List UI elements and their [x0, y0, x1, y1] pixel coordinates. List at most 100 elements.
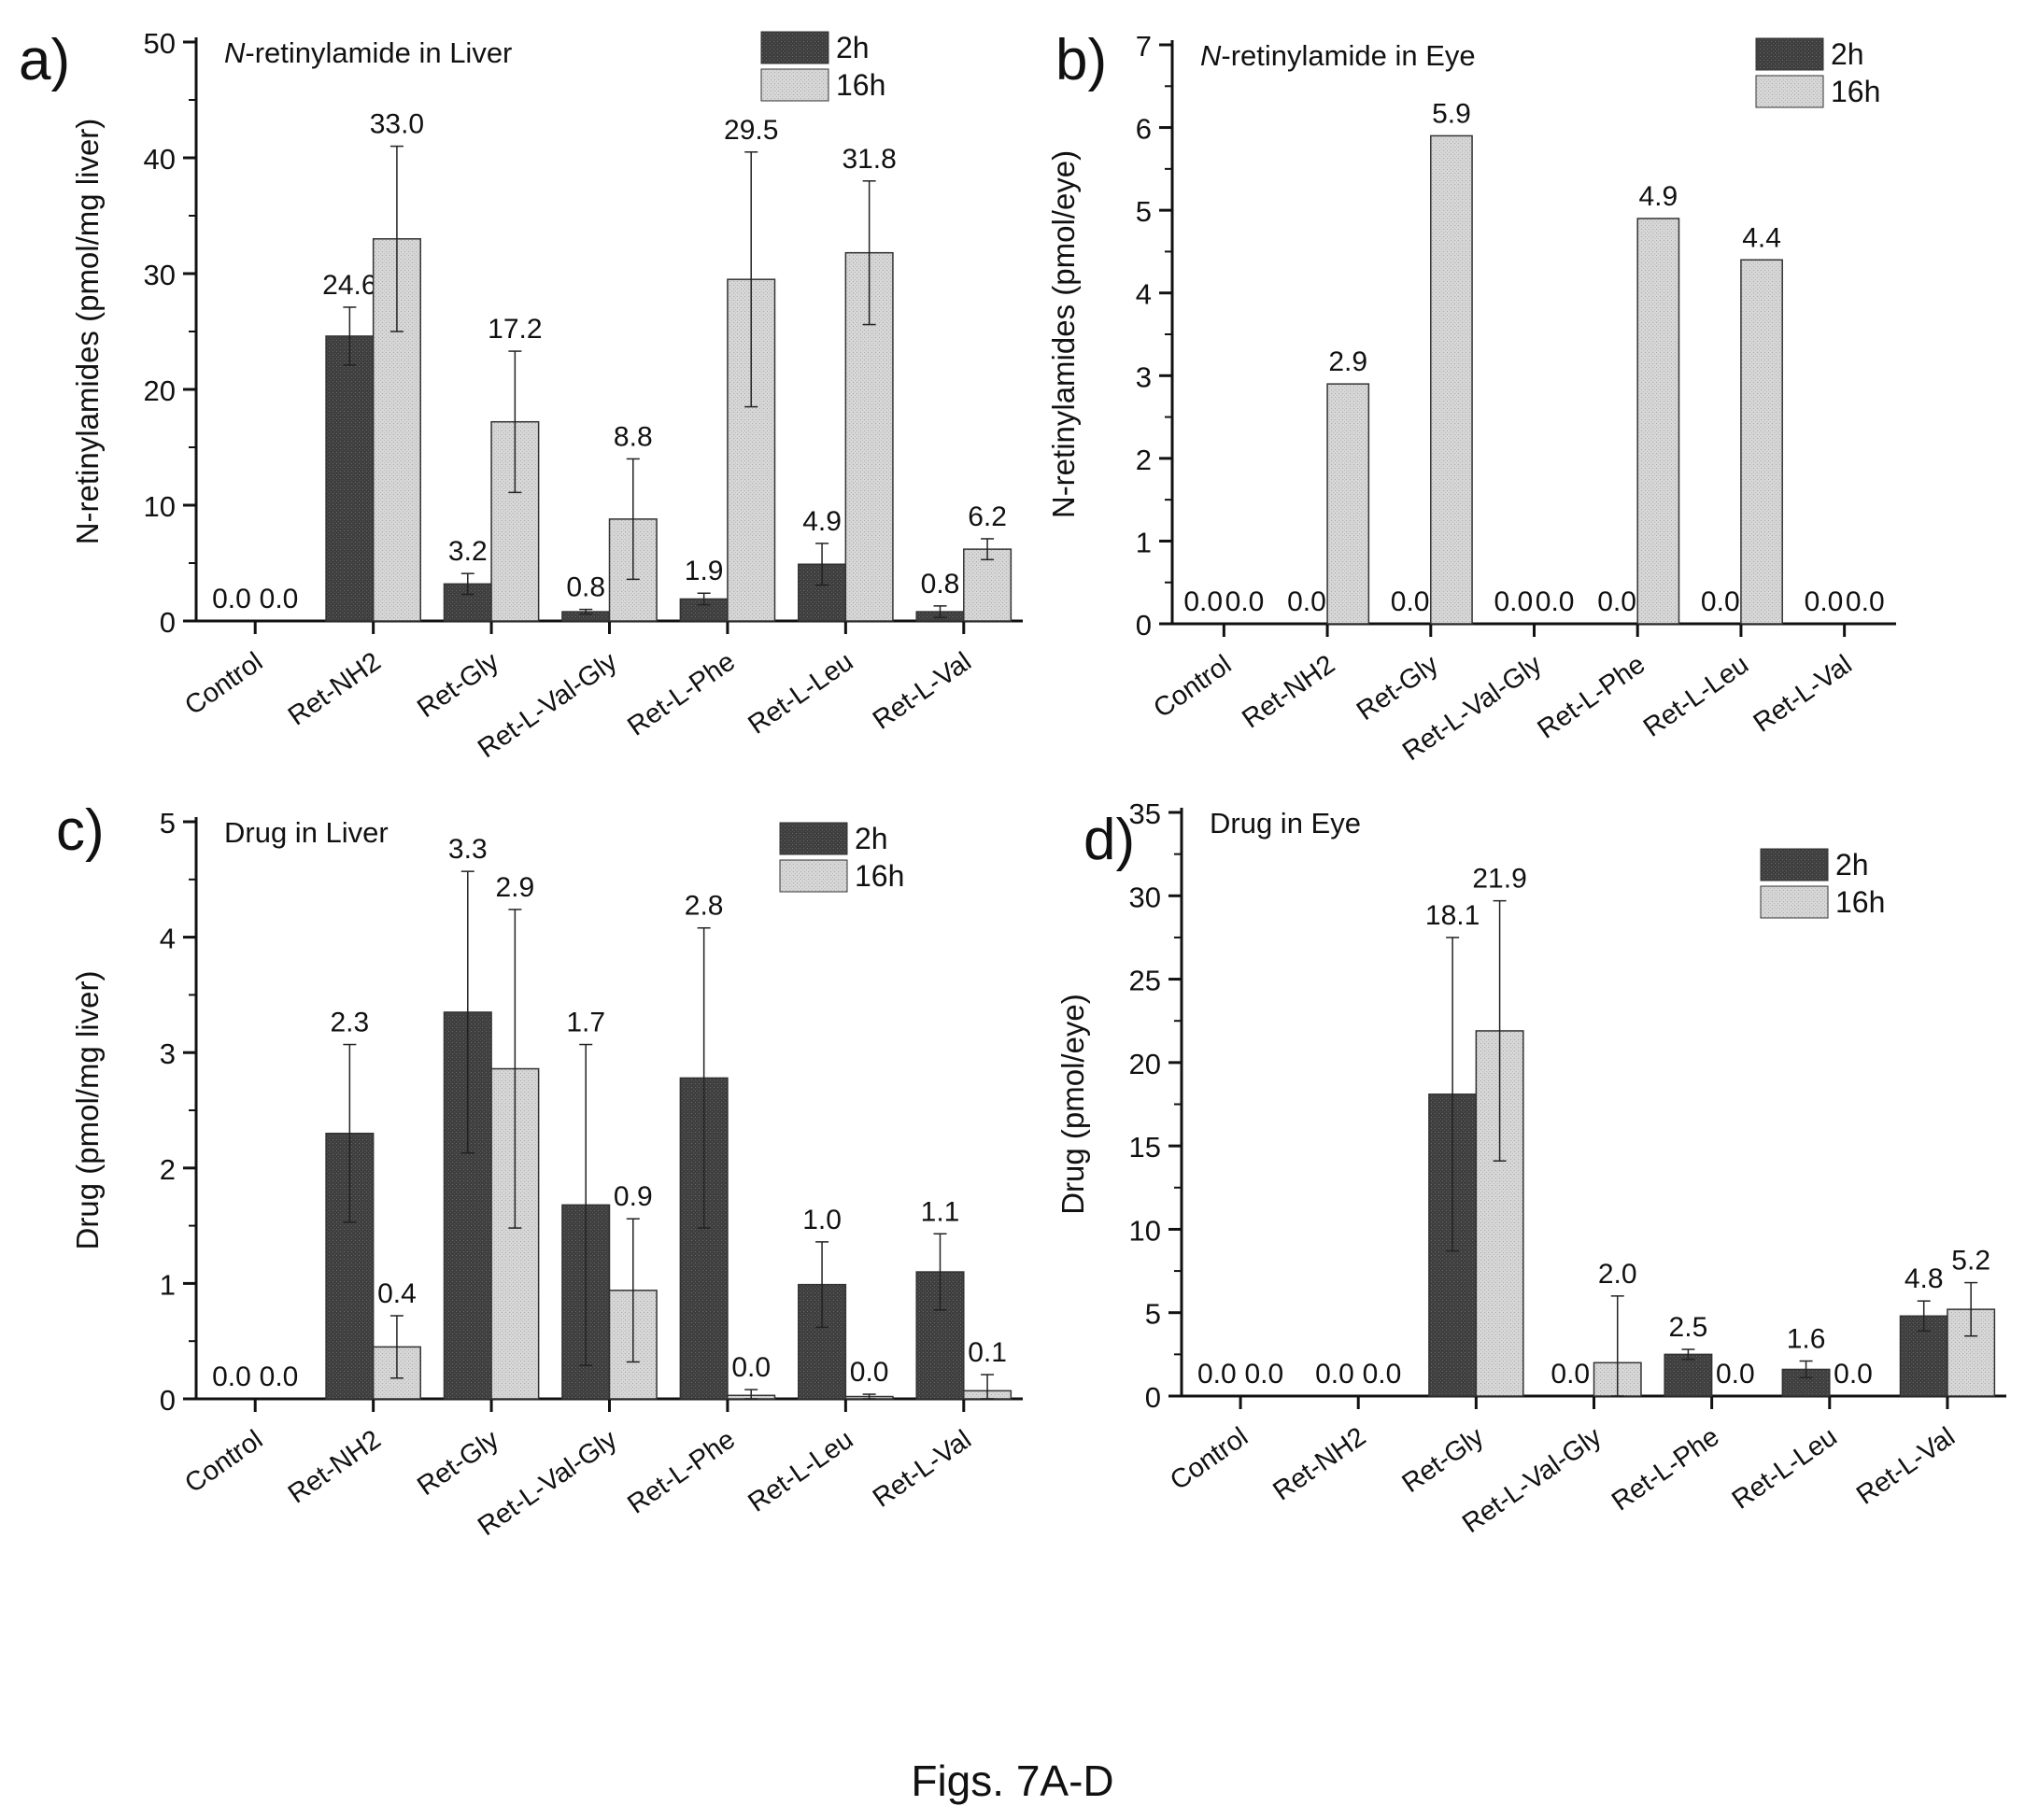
bar-16h	[1430, 134, 1473, 625]
data-label: 0.0	[1244, 1359, 1283, 1390]
chart-title: Drug in Liver	[224, 816, 389, 849]
data-label: 17.2	[488, 314, 542, 345]
x-tick-label: Ret-L-Leu	[1727, 1422, 1843, 1516]
y-axis-label: N-retinylamides (pmol/mg liver)	[70, 119, 105, 545]
legend-label: 2h	[1831, 37, 1864, 71]
bar-16h	[490, 1067, 540, 1400]
data-label: 6.2	[968, 501, 1007, 532]
data-label: 1.6	[1787, 1324, 1826, 1355]
x-tick-label: Control	[1148, 650, 1237, 725]
data-label: 0.0	[1183, 586, 1223, 617]
chart-title-text: Drug in Liver	[224, 816, 389, 849]
bar-16h	[1326, 383, 1370, 625]
data-label: 21.9	[1472, 864, 1526, 895]
data-label: 33.0	[370, 109, 424, 140]
chart-title: N-retinylamide in Eye	[1200, 39, 1476, 72]
y-tick-label: 1	[160, 1268, 176, 1301]
chart-title-text: -retinylamide in Eye	[1221, 39, 1475, 72]
y-tick-label: 0	[1136, 609, 1152, 642]
y-tick-label: 2	[1136, 444, 1152, 476]
y-axis-label: Drug (pmol/mg liver)	[70, 971, 105, 1250]
chart-panel-b: b) 0 1 2 3 4 5 6 7 N-retinylamides (pmol/eye) N-re…	[1046, 28, 1896, 767]
chart-title-italic: N	[224, 36, 246, 69]
data-label: 0.8	[921, 569, 960, 600]
legend-label: 2h	[855, 822, 888, 855]
x-tick-label: Ret-NH2	[1267, 1422, 1371, 1507]
data-label: 1.9	[685, 556, 724, 586]
data-label: 4.4	[1742, 222, 1781, 253]
legend-label: 2h	[836, 31, 870, 64]
data-label: 24.6	[322, 270, 376, 301]
legend-swatch	[1755, 75, 1824, 108]
y-tick-label: 15	[1129, 1131, 1161, 1164]
x-tick-label: Control	[179, 1425, 268, 1500]
data-label: 0.9	[614, 1181, 653, 1212]
figure-caption: Figs. 7A-D	[911, 1757, 1114, 1805]
data-label: 5.9	[1432, 98, 1471, 129]
y-tick-label: 35	[1129, 797, 1161, 830]
data-label: 0.0	[1287, 586, 1326, 617]
chart-title-text: Drug in Eye	[1210, 807, 1361, 839]
data-label: 0.0	[1805, 586, 1844, 617]
bar-2h	[325, 335, 375, 622]
x-tick-label: Control	[179, 647, 268, 722]
y-tick-label: 2	[160, 1153, 176, 1186]
data-label: 4.9	[1638, 181, 1678, 212]
data-label: 5.2	[1951, 1246, 1990, 1277]
x-tick-label: Ret-L-Phe	[1533, 650, 1651, 745]
x-tick-label: Ret-L-Leu	[743, 647, 858, 741]
legend-label: 16h	[836, 68, 885, 102]
data-label: 18.1	[1425, 900, 1480, 931]
y-tick-label: 25	[1129, 965, 1161, 997]
x-tick-label: Ret-L-Val	[1851, 1422, 1961, 1511]
data-label: 0.0	[260, 584, 299, 614]
legend-swatch	[779, 859, 848, 893]
data-label: 0.0	[212, 1361, 251, 1392]
legend-label: 2h	[1835, 848, 1869, 882]
data-label: 1.0	[802, 1205, 842, 1235]
x-tick-label: Ret-Gly	[1396, 1421, 1489, 1499]
y-tick-label: 30	[144, 259, 176, 291]
bar-16h	[1636, 218, 1680, 625]
data-label: 1.7	[566, 1008, 605, 1038]
data-label: 2.9	[1328, 346, 1367, 377]
chart-title: N-retinylamide in Liver	[224, 36, 512, 69]
data-label: 0.0	[1225, 586, 1265, 617]
y-axis-label: N-retinylamides (pmol/eye)	[1046, 150, 1081, 518]
y-tick-label: 40	[144, 143, 176, 176]
legend-label: 16h	[1835, 885, 1885, 919]
data-label: 0.0	[1597, 586, 1636, 617]
y-tick-label: 5	[160, 807, 176, 839]
legend-swatch	[760, 31, 829, 64]
data-label: 4.8	[1905, 1263, 1944, 1294]
data-label: 0.0	[1391, 586, 1430, 617]
panel-label: c)	[56, 798, 105, 863]
x-tick-label: Ret-Gly	[412, 1424, 504, 1502]
data-label: 29.5	[724, 115, 778, 146]
chart-title-italic: N	[1200, 39, 1222, 72]
y-tick-label: 5	[1145, 1298, 1161, 1331]
panel-label: b)	[1055, 28, 1107, 92]
x-tick-label: Ret-L-Val	[868, 647, 977, 736]
data-label: 2.5	[1669, 1312, 1708, 1343]
y-tick-label: 4	[160, 923, 176, 955]
data-label: 0.8	[566, 572, 605, 603]
data-label: 0.0	[212, 584, 251, 614]
data-label: 0.0	[1846, 586, 1885, 617]
x-tick-label: Ret-L-Leu	[743, 1425, 858, 1518]
chart-panel-a: a) 0 10 20 30 40 50 N-retinylamides (pmol/mg li…	[19, 27, 1023, 764]
data-label: 0.0	[1197, 1359, 1237, 1390]
panel-label: a)	[19, 28, 70, 92]
x-tick-label: Ret-Gly	[1352, 649, 1444, 727]
data-label: 0.0	[850, 1357, 889, 1388]
chart-title-text: -retinylamide in Liver	[245, 36, 512, 69]
y-tick-label: 0	[160, 606, 176, 639]
y-tick-label: 10	[1129, 1214, 1161, 1247]
data-label: 0.0	[260, 1361, 299, 1392]
x-tick-label: Ret-NH2	[283, 647, 387, 732]
legend-swatch	[1760, 885, 1829, 919]
data-label: 0.0	[731, 1352, 771, 1383]
data-label: 3.3	[448, 834, 488, 865]
data-label: 1.1	[921, 1196, 960, 1227]
